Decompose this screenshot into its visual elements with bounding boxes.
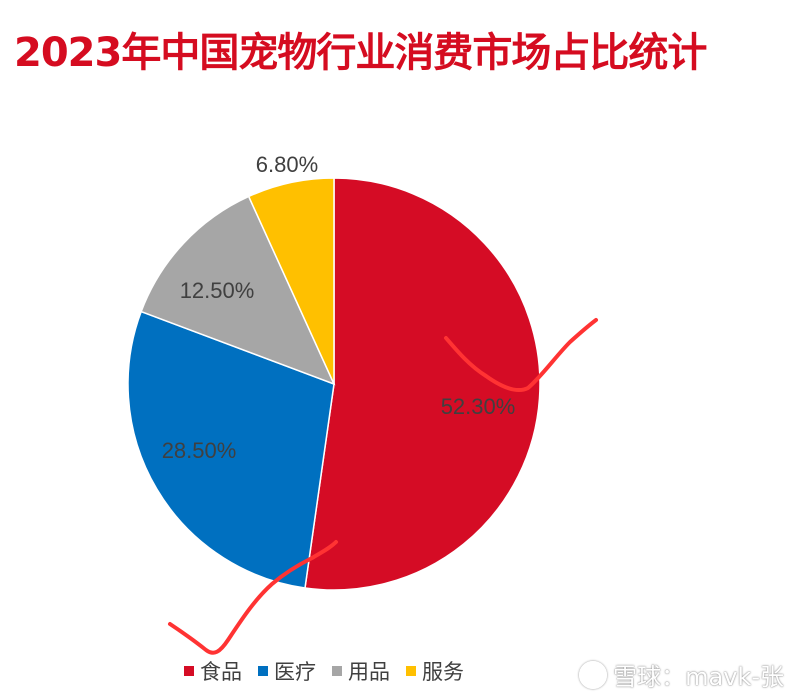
legend-swatch	[406, 666, 416, 676]
legend-swatch	[184, 666, 194, 676]
legend-label: 食品	[200, 660, 242, 684]
legend-item-3: 用品	[332, 656, 390, 686]
pie-slices	[127, 177, 541, 591]
pie-slice-2	[127, 310, 335, 589]
hand-drawn-annotations	[168, 318, 598, 655]
legend: 食品 医疗 用品 服务	[184, 656, 464, 686]
slice-labels: 52.30% 28.50% 12.50% 6.80%	[162, 152, 516, 463]
pie-slice-3	[140, 195, 336, 386]
legend-label: 用品	[348, 660, 390, 684]
legend-item-4: 服务	[406, 656, 464, 686]
legend-swatch	[258, 666, 268, 676]
legend-item-2: 医疗	[258, 656, 316, 686]
slice-label-4: 6.80%	[256, 152, 318, 177]
legend-swatch	[332, 666, 342, 676]
slice-label-3: 12.50%	[180, 278, 255, 303]
legend-item-1: 食品	[184, 656, 242, 686]
watermark-text: 雪球：mavk-张	[613, 663, 784, 691]
legend-label: 医疗	[274, 660, 316, 684]
snowball-logo-icon	[579, 660, 608, 689]
pie-slice-4	[247, 177, 335, 385]
checkmark-annotation-lower	[168, 540, 338, 655]
chart-title: 2023年中国宠物行业消费市场占比统计	[14, 30, 707, 76]
slice-label-1: 52.30%	[441, 394, 516, 419]
slice-label-2: 28.50%	[162, 438, 237, 463]
legend-label: 服务	[422, 660, 464, 684]
pie-slice-1	[304, 177, 541, 591]
checkmark-annotation-upper	[444, 318, 598, 393]
watermark: 雪球：mavk-张	[579, 657, 784, 692]
